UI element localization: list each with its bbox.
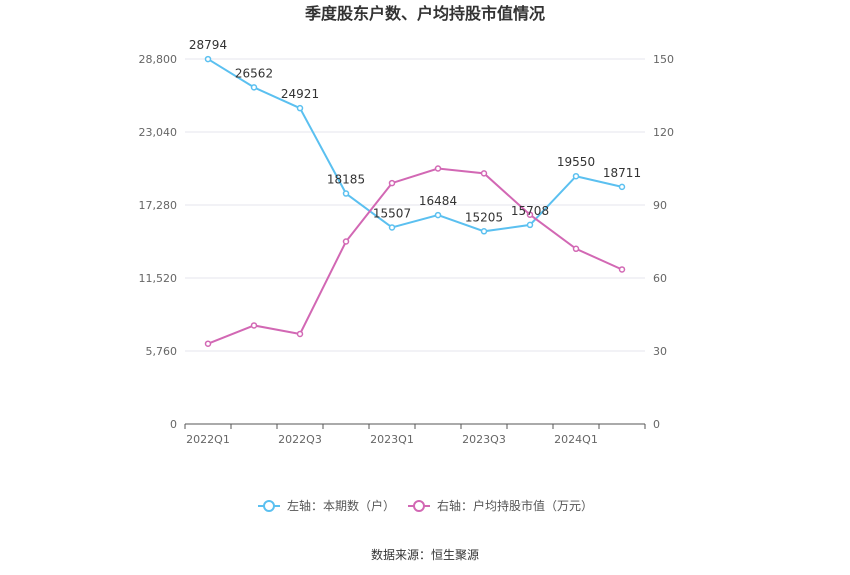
- x-axis-tick-label: 2023Q1: [370, 433, 414, 446]
- series-holders-line: [204, 55, 626, 235]
- left-axis-tick-label: 11,520: [139, 272, 178, 285]
- source-note: 数据来源：恒生聚源: [371, 547, 479, 562]
- data-point: [388, 179, 396, 187]
- right-axis-tick-label: 120: [653, 126, 674, 139]
- left-axis-tick-label: 5,760: [146, 345, 178, 358]
- right-axis-tick-label: 90: [653, 199, 667, 212]
- data-point: [572, 172, 580, 180]
- data-point: [434, 211, 442, 219]
- gridlines: [185, 58, 645, 352]
- legend-swatch-marker: [263, 500, 275, 512]
- chart-title: 季度股东户数、户均持股市值情况: [304, 4, 545, 23]
- series-line: [207, 167, 623, 345]
- data-label: 19550: [557, 155, 595, 169]
- data-point: [204, 55, 212, 63]
- data-label: 15507: [373, 206, 411, 220]
- left-axis-tick-label: 0: [170, 418, 177, 431]
- x-axis-tick-label: 2022Q1: [186, 433, 230, 446]
- series-market-value-line: [204, 165, 626, 347]
- data-point: [480, 228, 488, 235]
- data-label: 18185: [327, 173, 365, 187]
- right-axis-tick-label: 0: [653, 418, 660, 431]
- legend: 左轴：本期数（户） 右轴：户均持股市值（万元）: [258, 498, 593, 513]
- series-line: [207, 58, 623, 233]
- data-label: 18711: [603, 166, 641, 180]
- data-label: 28794: [189, 38, 227, 52]
- x-axis-tick-label: 2024Q1: [554, 433, 598, 446]
- data-point: [250, 84, 258, 91]
- legend-item: 左轴：本期数（户）: [258, 498, 395, 513]
- right-axis-tick-label: 30: [653, 345, 667, 358]
- data-point: [388, 224, 396, 231]
- data-label: 15205: [465, 210, 503, 224]
- data-point: [296, 330, 304, 338]
- data-point: [342, 238, 350, 245]
- left-axis-tick-label: 17,280: [139, 199, 178, 212]
- data-label: 16484: [419, 194, 457, 208]
- data-point: [526, 221, 534, 229]
- x-axis-tick-label: 2023Q3: [462, 433, 506, 446]
- legend-label: 左轴：本期数（户）: [287, 498, 395, 513]
- legend-item: 右轴：户均持股市值（万元）: [408, 498, 593, 513]
- data-point: [342, 190, 350, 197]
- data-label: 15708: [511, 204, 549, 218]
- data-point: [618, 183, 626, 191]
- data-point: [618, 266, 626, 273]
- left-axis-tick-label: 28,800: [139, 53, 178, 66]
- data-label: 24921: [281, 87, 319, 101]
- series-layer: [204, 55, 626, 347]
- data-point: [480, 170, 488, 177]
- legend-label: 右轴：户均持股市值（万元）: [437, 498, 593, 513]
- axes: 0 0 5,760 30 11,520 60 17,280 90 23,040 120 28,800…: [139, 53, 675, 446]
- legend-swatch-marker: [413, 500, 425, 512]
- left-axis-tick-label: 23,040: [139, 126, 178, 139]
- data-label: 26562: [235, 66, 273, 80]
- right-axis-tick-label: 150: [653, 53, 674, 66]
- data-point: [250, 322, 258, 329]
- data-point: [526, 211, 534, 218]
- right-axis-tick-label: 60: [653, 272, 667, 285]
- data-point: [204, 340, 212, 347]
- data-point: [572, 245, 580, 253]
- x-axis-tick-label: 2022Q3: [278, 433, 322, 446]
- data-point: [296, 104, 304, 112]
- data-labels: 28794 26562 24921 18185 15507 16484 15205 15708…: [189, 38, 641, 224]
- data-point: [434, 165, 442, 172]
